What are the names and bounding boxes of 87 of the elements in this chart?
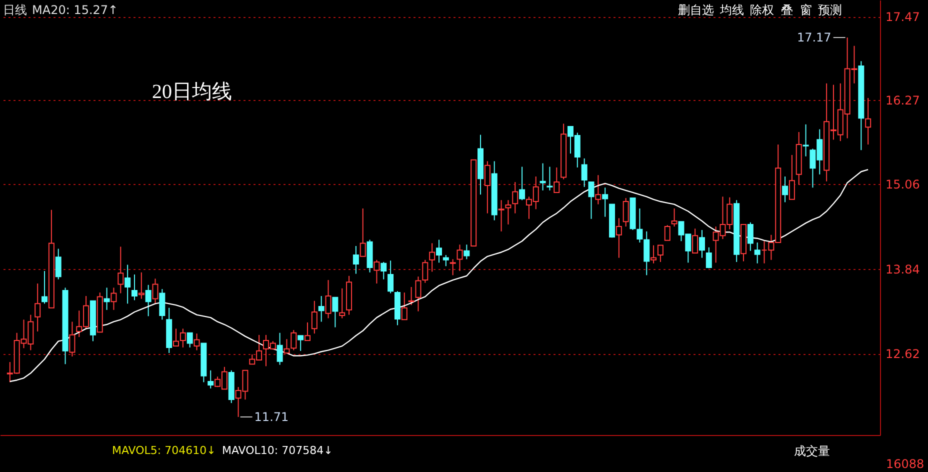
- annotation: 窗: [800, 3, 812, 17]
- text: MAVOL5: 704610↓: [112, 444, 216, 457]
- candlestick: [698, 230, 705, 258]
- candlestick: [124, 264, 131, 304]
- candlestick: [554, 166, 560, 193]
- candlestick: [581, 158, 588, 188]
- candlestick: [622, 198, 629, 228]
- candlestick: [34, 283, 41, 332]
- candlestick: [276, 332, 283, 366]
- candlestick: [388, 260, 394, 294]
- candlestick: [546, 166, 553, 191]
- annotation: 20日均线: [152, 81, 232, 103]
- candlestick: [540, 162, 546, 191]
- candlestick: [380, 261, 387, 280]
- y-tick-label: 16.27: [886, 94, 920, 108]
- candlestick: [110, 287, 117, 310]
- candlestick: [69, 321, 76, 357]
- annotation: 日线: [3, 3, 27, 17]
- candlestick: [159, 288, 166, 320]
- candlestick: [436, 239, 442, 264]
- candlestick: [519, 166, 526, 201]
- candlestick: [802, 124, 809, 157]
- candlestick: [42, 270, 48, 304]
- candlestick: [152, 278, 158, 304]
- candlestick: [138, 272, 144, 300]
- candlestick: [657, 244, 664, 262]
- candlestick: [706, 246, 712, 269]
- candlestick: [512, 182, 518, 214]
- candlestick: [290, 330, 297, 351]
- annotation: 预测: [818, 3, 842, 17]
- candlestick: [692, 228, 698, 254]
- y-tick-label: 15.06: [886, 178, 920, 192]
- candlestick: [374, 259, 380, 284]
- candlestick: [754, 242, 760, 264]
- candlestick: [318, 296, 324, 322]
- y-tick-label: 12.62: [886, 347, 920, 362]
- annotation: 叠: [781, 3, 793, 17]
- candlestick: [325, 280, 332, 319]
- y-tick-label: 17.47: [886, 10, 920, 24]
- candlestick: [284, 338, 290, 354]
- candlestick: [145, 284, 152, 317]
- text: 16088: [886, 457, 924, 471]
- annotation: 删自选: [678, 3, 714, 17]
- candlestick: [650, 244, 657, 264]
- candlestick: [865, 97, 872, 146]
- candlestick: [484, 160, 490, 214]
- candlestick: [442, 254, 449, 267]
- candlestick: [311, 300, 318, 334]
- annotation: 11.71: [254, 410, 289, 424]
- candlestick: [602, 187, 608, 218]
- annotation: 除权: [750, 3, 774, 17]
- candlestick: [332, 296, 338, 328]
- candlestick: [194, 333, 200, 351]
- candlestick: [352, 245, 359, 274]
- candlestick: [401, 292, 408, 320]
- candlestick: [782, 176, 788, 203]
- y-tick-label: 13.84: [886, 262, 920, 276]
- text: 成交量: [794, 444, 830, 458]
- annotation: 均线: [719, 3, 744, 17]
- candlestick: [304, 322, 311, 341]
- candlestick: [339, 288, 346, 319]
- candlestick: [186, 332, 193, 348]
- candlestick: [118, 246, 124, 294]
- candlestick: [131, 274, 138, 301]
- candlestick: [360, 208, 366, 257]
- candlestick: [104, 287, 110, 310]
- line-series: [9, 168, 869, 382]
- candlestick: [664, 224, 670, 241]
- candlestick: [747, 222, 754, 252]
- candlestick: [456, 244, 463, 272]
- candlestick: [429, 242, 436, 272]
- candlestick: [595, 174, 602, 205]
- text: MAVOL10: 707584↓: [222, 444, 333, 457]
- candlestick: [505, 200, 512, 225]
- annotation: 17.17: [796, 30, 832, 45]
- candlestick: [55, 248, 62, 280]
- candlestick: [671, 208, 678, 228]
- candlestick: [498, 200, 504, 232]
- candlestick: [588, 182, 594, 220]
- candlestick: [408, 286, 414, 306]
- candlestick: [616, 218, 622, 258]
- annotation: MA20: 15.27↑: [32, 3, 118, 17]
- candlestick: [464, 244, 470, 260]
- candlestick: [208, 370, 214, 389]
- candlestick: [298, 335, 304, 352]
- candlestick: [788, 154, 795, 200]
- candlestick: [450, 258, 456, 276]
